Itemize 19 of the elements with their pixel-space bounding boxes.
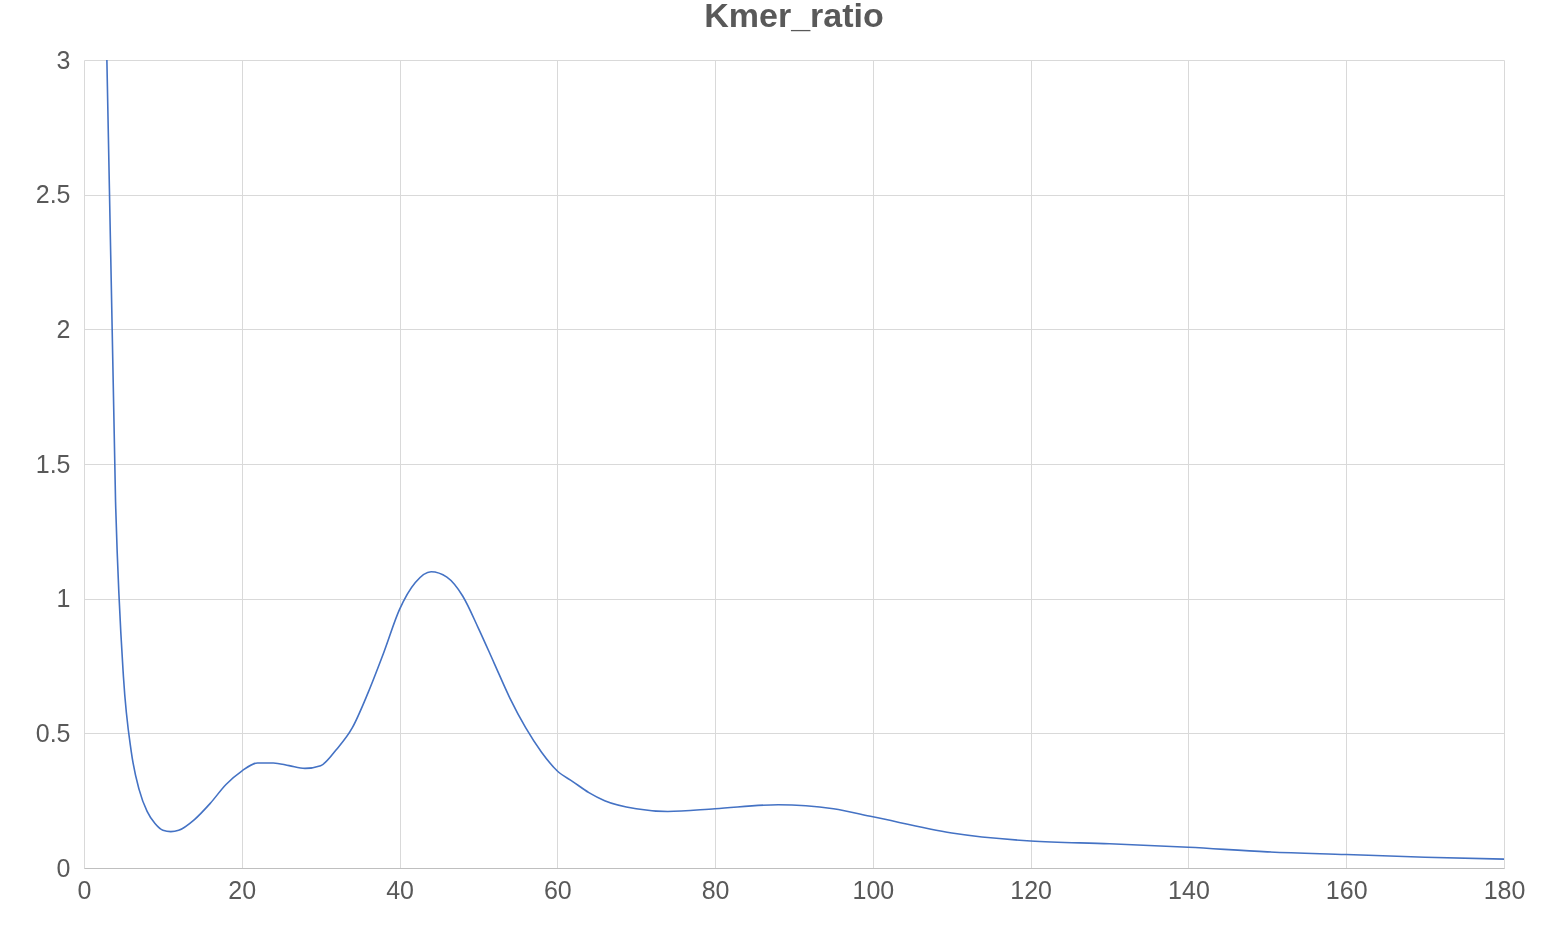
y-tick-label: 0.5 — [35, 718, 71, 747]
x-tick-label: 0 — [77, 875, 92, 904]
y-tick-label: 3 — [56, 45, 71, 74]
y-tick-label: 2.5 — [35, 180, 71, 209]
x-tick-label: 140 — [1168, 875, 1210, 904]
x-tick-label: 180 — [1483, 875, 1526, 904]
y-tick-label: 2 — [56, 314, 71, 343]
y-tick-label: 0 — [56, 853, 71, 882]
line-series — [106, 60, 1504, 860]
x-tick-label: 80 — [701, 875, 730, 904]
x-tick-label: 120 — [1010, 875, 1053, 904]
x-tick-label: 60 — [543, 875, 572, 904]
x-tick-label: 160 — [1325, 875, 1368, 904]
chart-title: Kmer_ratio — [704, 0, 884, 34]
x-tick-label: 100 — [852, 875, 895, 904]
y-tick-label: 1.5 — [35, 449, 71, 478]
x-tick-label: 40 — [386, 875, 414, 904]
y-tick-label: 1 — [56, 584, 71, 613]
x-tick-label: 20 — [228, 875, 257, 904]
